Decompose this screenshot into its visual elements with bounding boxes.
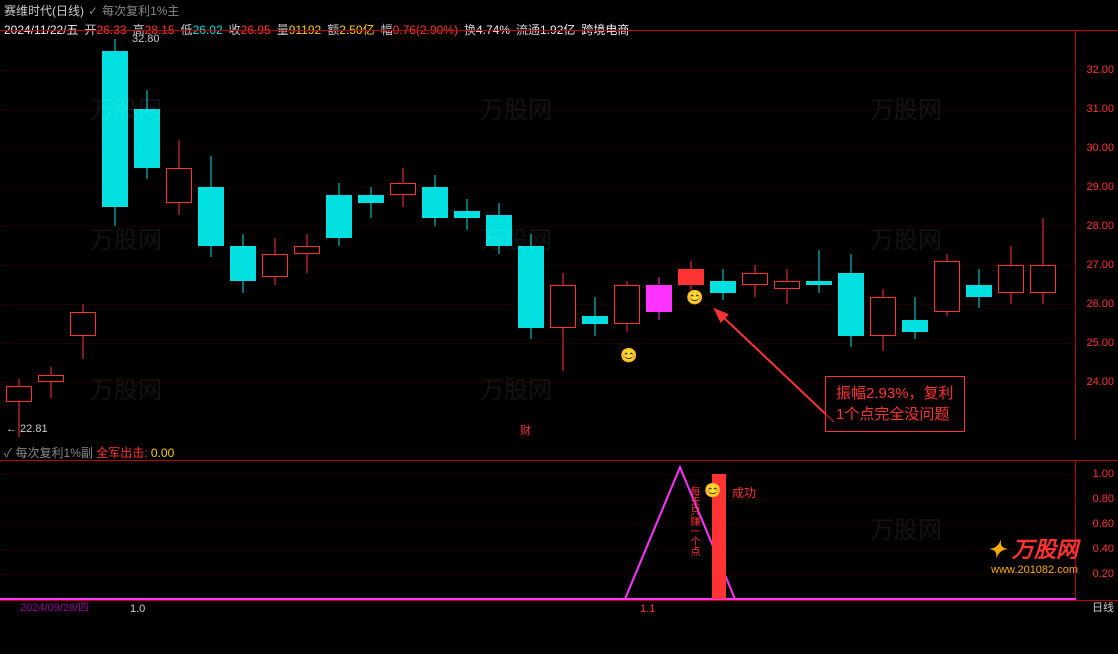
logo-text: 万股网 bbox=[1012, 537, 1078, 562]
bottom-mid: 1.1 bbox=[640, 603, 655, 615]
sub-indicator-chart[interactable]: 😊成功每天只赚一个点 bbox=[0, 460, 1076, 598]
sub-indicator-header: ✓ 每次复利1%副 全军出击: 0.00 bbox=[4, 444, 174, 461]
bottom-num: 1.0 bbox=[130, 603, 145, 615]
stock-name: 赛维时代(日线) bbox=[4, 2, 84, 19]
timeframe-label: 日线 bbox=[1092, 599, 1114, 615]
annotation-box: 振幅2.93%，复利 1个点完全没问题 bbox=[825, 376, 965, 432]
indicator-name: 每次复利1%主 bbox=[102, 2, 179, 19]
sub-y-axis: 0.200.400.600.801.00 bbox=[1076, 460, 1118, 598]
bottom-date: 2024/09/26/四 bbox=[20, 599, 89, 615]
sub-name: 每次复利1%副 bbox=[16, 446, 93, 460]
check-icon: ✓ bbox=[88, 4, 98, 18]
logo-url: www.201082.com bbox=[987, 564, 1078, 576]
main-y-axis: 24.0025.0026.0027.0028.0029.0030.0031.00… bbox=[1076, 30, 1118, 440]
bottom-bar: 2024/09/26/四 1.0 1.1 日线 bbox=[0, 600, 1118, 616]
chart-header: 赛维时代(日线) ✓ 每次复利1%主 bbox=[0, 0, 1118, 21]
annotation-line2: 1个点完全没问题 bbox=[836, 404, 954, 425]
logo: ✦ 万股网 www.201082.com bbox=[987, 532, 1078, 576]
annotation-line1: 振幅2.93%，复利 bbox=[836, 383, 954, 404]
signal-lbl: 全军出击: bbox=[96, 446, 147, 460]
signal-val: 0.00 bbox=[151, 446, 174, 460]
